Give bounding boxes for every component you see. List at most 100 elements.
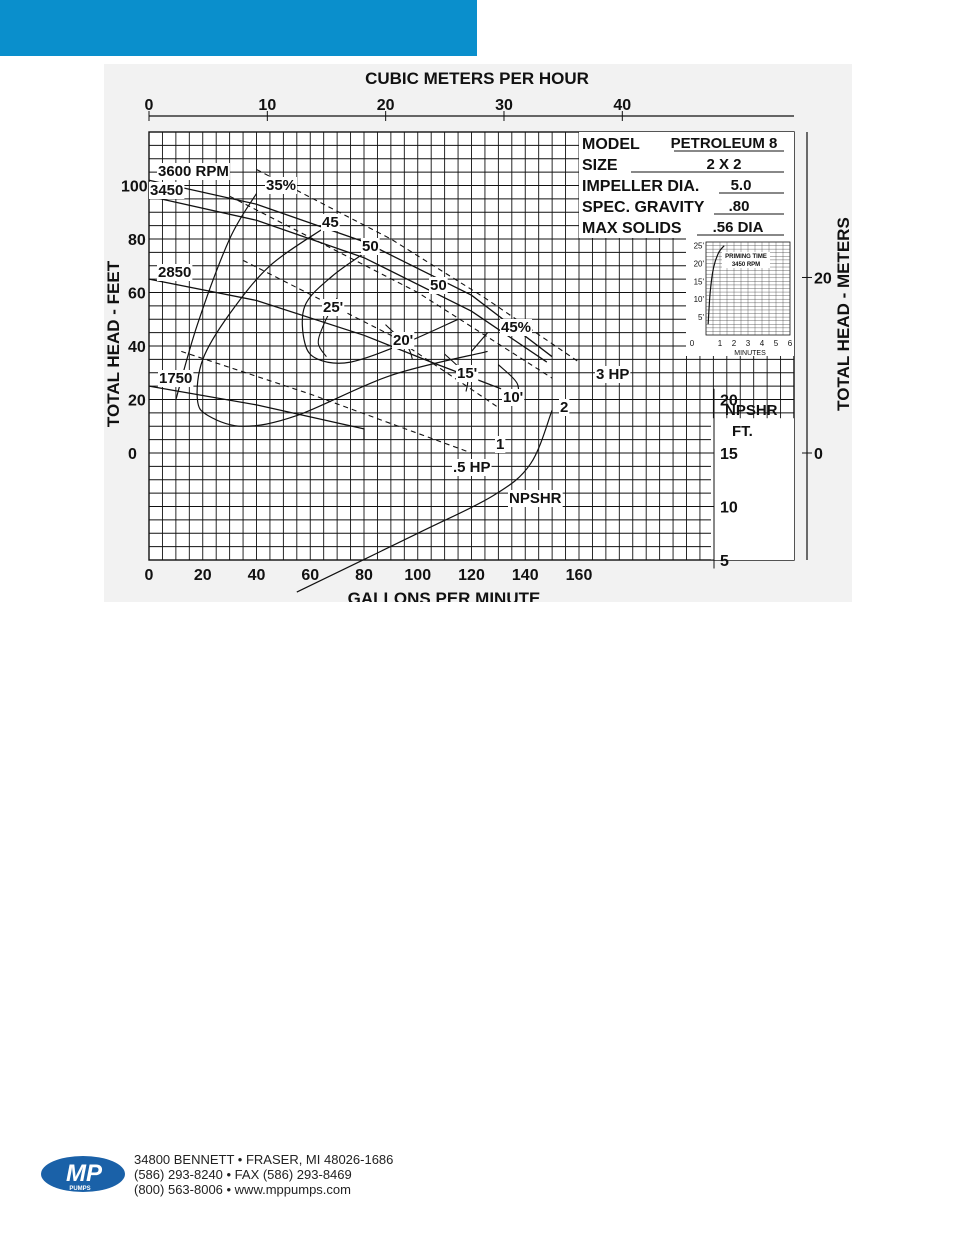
x-top-tick-label: 40 xyxy=(613,97,631,114)
info-value-0: PETROLEUM 8 xyxy=(671,135,778,152)
npshr-value-label-1-bg xyxy=(392,332,415,349)
efficiency-label-4-bg xyxy=(500,319,533,336)
y-left-tick-label: 60 xyxy=(128,286,146,303)
efficiency-label-2: 50 xyxy=(362,238,379,255)
header-color-bar xyxy=(0,0,477,56)
npshr-value-label-3-bg xyxy=(502,389,525,406)
hp-label-0: 3 HP xyxy=(596,366,629,383)
npshr-axis-unit: FT. xyxy=(732,423,753,440)
x-top-tick-label: 0 xyxy=(145,97,154,114)
y-left-tick-label: 80 xyxy=(128,232,146,249)
inset-y-tick: 5' xyxy=(698,313,704,322)
hp-label-1-bg xyxy=(559,399,570,416)
x-top-tick-label: 20 xyxy=(377,97,395,114)
hp-label-0-bg xyxy=(595,366,631,383)
inset-y-tick: 25' xyxy=(694,242,705,251)
efficiency-curve-3 xyxy=(471,332,489,352)
performance-chart-svg: MODEL PETROLEUM 8 SIZE 2 X 2 IMPELLER DIA. 5.… xyxy=(104,69,852,602)
speed-curve-3 xyxy=(148,385,365,440)
info-value-2: 5.0 xyxy=(731,177,752,194)
info-value-3: .80 xyxy=(729,198,750,215)
x-top-tick-label: 30 xyxy=(495,97,513,114)
efficiency-label-2-bg xyxy=(361,238,380,255)
efficiency-label-3-bg xyxy=(429,277,448,294)
rpm-label-2: 2850 xyxy=(158,264,191,281)
speed-curve-2 xyxy=(148,278,502,390)
hp-line-2 xyxy=(242,259,499,408)
info-label-0: MODEL xyxy=(582,136,640,153)
footer: MP PUMPS 34800 BENNETT • FRASER, MI 4802… xyxy=(40,1150,540,1210)
contact-tollfree-website[interactable]: (800) 563-8006 • www.mppumps.com xyxy=(134,1182,351,1197)
x-bottom-tick-label: 60 xyxy=(301,567,319,584)
pump-performance-chart: MODEL PETROLEUM 8 SIZE 2 X 2 IMPELLER DIA. 5.… xyxy=(104,64,852,602)
inset-x-tick: 2 xyxy=(732,339,737,348)
y-right-tick-label: 20 xyxy=(814,270,832,287)
x-bottom-tick-label: 100 xyxy=(404,567,431,584)
npshr-tick-label: 20 xyxy=(720,393,738,410)
efficiency-curve-1 xyxy=(196,227,488,427)
info-value-1: 2 X 2 xyxy=(706,156,741,173)
inset-y-tick: 15' xyxy=(694,277,705,286)
y-left-tick-label: 40 xyxy=(128,339,146,356)
x-bottom-tick-label: 40 xyxy=(248,567,266,584)
inset-x-tick: 4 xyxy=(760,339,765,348)
npshr-strip xyxy=(711,418,794,560)
hp-label-2-bg xyxy=(495,436,506,453)
rpm-label-3-bg xyxy=(158,370,194,387)
inset-x-tick: 3 xyxy=(746,339,751,348)
efficiency-label-1-bg xyxy=(321,214,340,231)
efficiency-label-1: 45 xyxy=(322,214,339,231)
inset-title-bg xyxy=(722,252,770,268)
npshr-axis-title: NPSHR xyxy=(725,402,778,419)
info-label-1: SIZE xyxy=(582,157,618,174)
npshr-tick-label: 15 xyxy=(720,446,738,463)
x-bottom-tick-label: 20 xyxy=(194,567,212,584)
hp-line-3 xyxy=(181,350,472,454)
rpm-label-1-bg xyxy=(149,182,185,199)
inset-y-tick: 20' xyxy=(694,259,705,268)
inset-x-tick: 5 xyxy=(774,339,779,348)
npshr-curve-label-bg xyxy=(508,490,563,507)
logo-subtext: PUMPS xyxy=(69,1186,90,1192)
info-value-4: .56 DIA xyxy=(713,219,764,236)
inset-x-tick: 1 xyxy=(718,339,723,348)
x-bottom-axis-title: GALLONS PER MINUTE xyxy=(348,589,541,602)
x-bottom-tick-label: 140 xyxy=(512,567,539,584)
inset-xlabel: MINUTES xyxy=(734,350,766,357)
logo-text: MP xyxy=(66,1160,103,1187)
info-box xyxy=(579,132,794,238)
contact-block: 34800 BENNETT • FRASER, MI 48026-1686 (5… xyxy=(134,1152,393,1197)
info-label-2: IMPELLER DIA. xyxy=(582,178,699,195)
inset-priming-curve xyxy=(707,245,725,325)
x-bottom-tick-label: 120 xyxy=(458,567,485,584)
hp-line-1 xyxy=(229,195,553,379)
y-left-axis-title: TOTAL HEAD - FEET xyxy=(104,260,123,427)
hp-label-3-bg xyxy=(452,459,492,476)
rpm-label-2-bg xyxy=(157,264,193,281)
mp-pumps-logo: MP PUMPS xyxy=(41,1156,125,1192)
efficiency-curve-0 xyxy=(175,193,258,400)
x-bottom-tick-label: 80 xyxy=(355,567,373,584)
inset-y-tick: 10' xyxy=(694,295,705,304)
contact-phone-fax: (586) 293-8240 • FAX (586) 293-8469 xyxy=(134,1167,352,1182)
rpm-label-0: 3600 RPM xyxy=(158,163,229,180)
x-top-axis-title: CUBIC METERS PER HOUR xyxy=(365,69,589,88)
y-left-tick-label: 0 xyxy=(128,446,137,463)
npshr-value-label-0-bg xyxy=(322,299,345,316)
inset-x-tick: 6 xyxy=(788,339,793,348)
npshr-value-label-2-bg xyxy=(456,365,479,382)
x-bottom-tick-label: 0 xyxy=(145,567,154,584)
y-left-tick-label: 20 xyxy=(128,393,146,410)
efficiency-label-0: 35% xyxy=(266,177,296,194)
npshr-tick-label: 10 xyxy=(720,500,738,517)
speed-curve-1 xyxy=(148,195,548,363)
y-left-tick-label: 100 xyxy=(121,179,148,196)
inset-title: PRIMING TIME xyxy=(725,254,767,260)
npshr-tick-label: 5 xyxy=(720,553,729,570)
efficiency-label-4: 45% xyxy=(501,319,531,336)
y-right-tick-label: 0 xyxy=(814,446,823,463)
x-top-tick-label: 10 xyxy=(258,97,276,114)
npshr-value-label-0: 25' xyxy=(323,299,343,316)
inset-x-tick: 0 xyxy=(690,339,695,348)
rpm-label-0-bg xyxy=(157,163,230,180)
